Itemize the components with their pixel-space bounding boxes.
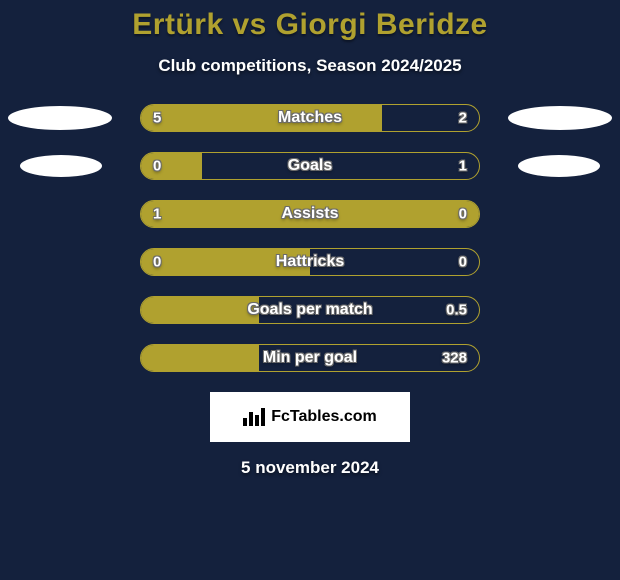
subtitle: Club competitions, Season 2024/2025 (0, 56, 620, 76)
stat-row: 0 Hattricks 0 (0, 248, 620, 276)
stat-value-right: 1 (459, 158, 467, 175)
bar-left (141, 153, 202, 179)
stat-value-right: 328 (442, 350, 467, 367)
stat-row: 5 Matches 2 (0, 104, 620, 132)
bar-track: 5 Matches 2 (140, 104, 480, 132)
stat-label: Goals per match (247, 301, 372, 319)
bar-left (141, 201, 479, 227)
player-right-marker (518, 155, 600, 177)
bar-track: 0 Goals 1 (140, 152, 480, 180)
player-left-marker (8, 106, 112, 130)
stat-value-right: 0.5 (446, 302, 467, 319)
bar-left (141, 297, 259, 323)
date-text: 5 november 2024 (0, 458, 620, 478)
logo-text: FcTables.com (271, 408, 377, 426)
comparison-card: Ertürk vs Giorgi Beridze Club competitio… (0, 0, 620, 478)
bar-track: 1 Assists 0 (140, 200, 480, 228)
bar-track: Min per goal 328 (140, 344, 480, 372)
bar-left (141, 105, 382, 131)
stat-row: 0 Goals 1 (0, 152, 620, 180)
stat-row: Goals per match 0.5 (0, 296, 620, 324)
logo-box: FcTables.com (210, 392, 410, 442)
bar-left (141, 345, 259, 371)
stat-value-right: 2 (459, 110, 467, 127)
bar-track: Goals per match 0.5 (140, 296, 480, 324)
stat-label: Min per goal (263, 349, 357, 367)
bars-icon (243, 408, 265, 426)
page-title: Ertürk vs Giorgi Beridze (0, 8, 620, 42)
player-right-marker (508, 106, 612, 130)
player-left-marker (20, 155, 102, 177)
bar-track: 0 Hattricks 0 (140, 248, 480, 276)
stat-row: Min per goal 328 (0, 344, 620, 372)
stat-value-right: 0 (459, 254, 467, 271)
stat-row: 1 Assists 0 (0, 200, 620, 228)
bar-left (141, 249, 310, 275)
stat-label: Goals (288, 157, 332, 175)
